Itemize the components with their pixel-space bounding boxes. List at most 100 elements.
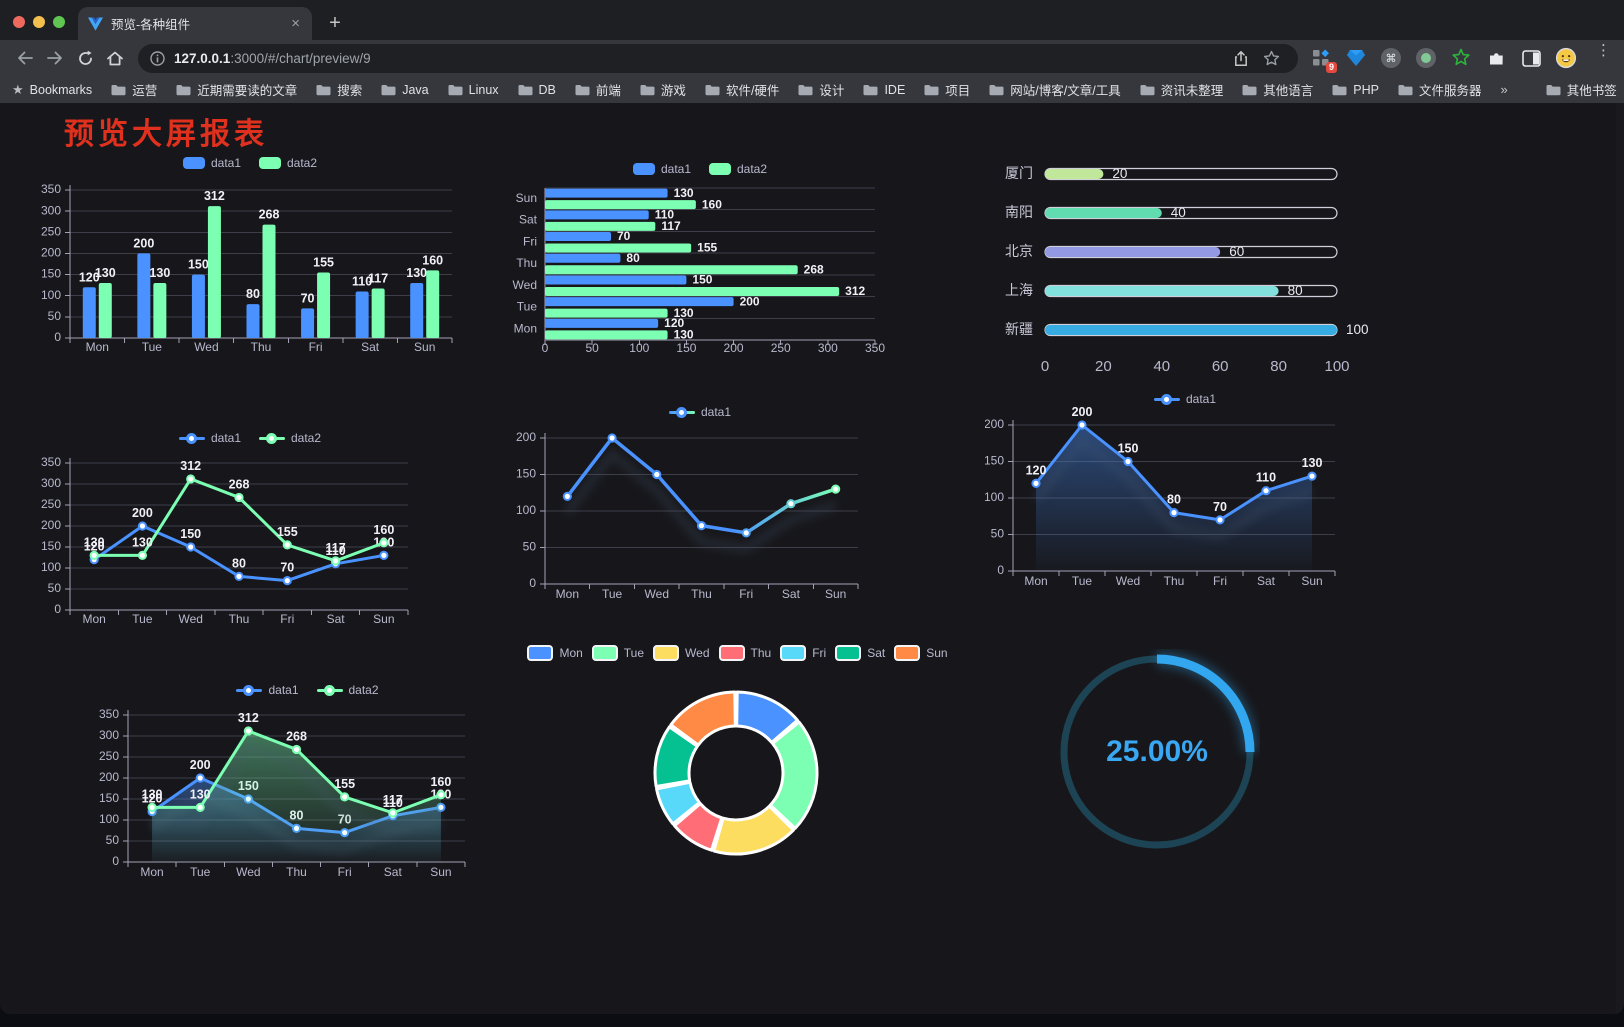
data-point[interactable] — [137, 550, 148, 560]
legend-item[interactable]: data1 — [632, 162, 691, 176]
data-point[interactable] — [186, 474, 196, 484]
bar[interactable] — [137, 253, 151, 338]
bookmark-folder[interactable]: 项目 — [924, 80, 970, 99]
gauge-progress[interactable] — [1059, 654, 1255, 850]
legend-item[interactable]: data2 — [259, 431, 321, 445]
legend-item[interactable]: data2 — [316, 683, 379, 697]
extension-recorder-icon[interactable] — [1415, 47, 1437, 69]
bar[interactable] — [410, 283, 424, 338]
bar[interactable] — [207, 206, 221, 338]
data-point[interactable] — [379, 550, 389, 560]
bar[interactable] — [98, 283, 112, 338]
data-point[interactable] — [137, 521, 148, 531]
legend-item[interactable]: Sat — [835, 645, 885, 661]
chart-single-area[interactable]: data1 0 50 100 150 200 Mon Tue Wed Thu Fri Sat Sun 12… — [985, 389, 1385, 597]
data-point[interactable] — [388, 808, 398, 818]
data-point[interactable] — [291, 744, 302, 755]
bar[interactable] — [545, 330, 668, 340]
bar[interactable] — [545, 297, 734, 307]
bookmarks-overflow-chevron[interactable]: » — [1500, 82, 1508, 97]
bar[interactable] — [545, 253, 621, 263]
data-point[interactable] — [195, 773, 205, 783]
data-point[interactable] — [195, 802, 205, 812]
bookmark-folder[interactable]: 设计 — [798, 80, 844, 99]
legend-item[interactable]: data1 — [1153, 392, 1216, 406]
bar[interactable] — [545, 232, 611, 242]
data-point[interactable] — [89, 550, 99, 560]
data-point[interactable] — [696, 521, 707, 531]
bar[interactable] — [317, 272, 331, 338]
legend-item[interactable]: data2 — [709, 162, 767, 176]
pie-slice[interactable] — [673, 802, 724, 852]
bookmark-folder[interactable]: 运营 — [111, 80, 157, 99]
bar[interactable] — [545, 221, 656, 231]
chart-gauge[interactable]: 25.00% — [1055, 649, 1260, 859]
window-close-button[interactable] — [13, 16, 25, 28]
bar[interactable] — [82, 287, 96, 338]
url-text[interactable]: 127.0.0.1:3000/#/chart/preview/9 — [174, 51, 371, 66]
bookmark-folder[interactable]: 文件服务器 — [1398, 80, 1481, 99]
site-info-icon[interactable] — [150, 50, 165, 66]
data-point[interactable] — [607, 433, 617, 443]
bookmark-folder[interactable]: Linux — [448, 83, 499, 97]
bar[interactable] — [545, 200, 696, 210]
data-point[interactable] — [147, 802, 157, 812]
data-point[interactable] — [243, 726, 253, 736]
data-point[interactable] — [831, 484, 841, 494]
bookmark-star-icon[interactable] — [1256, 43, 1286, 73]
legend-item[interactable]: Wed — [653, 645, 710, 661]
pie-slice[interactable] — [653, 725, 699, 789]
bookmark-folder[interactable]: 搜索 — [316, 80, 362, 99]
bookmark-folder[interactable]: 网站/博客/文章/工具 — [989, 80, 1121, 99]
pie-slice[interactable] — [712, 804, 795, 856]
pie-slice[interactable] — [768, 720, 819, 830]
home-button[interactable] — [100, 43, 130, 73]
bookmark-folder[interactable]: 近期需要读的文章 — [176, 80, 297, 99]
data-point[interactable] — [436, 790, 446, 800]
bookmarks-manager[interactable]: ★ Bookmarks — [12, 82, 92, 98]
pie-slice[interactable] — [735, 690, 799, 744]
legend-item[interactable]: data2 — [259, 156, 317, 170]
window-minimize-button[interactable] — [33, 16, 45, 28]
bookmark-folder[interactable]: 其他语言 — [1242, 80, 1313, 99]
extension-grid-icon[interactable]: 9 — [1310, 47, 1337, 73]
chart-donut-pie[interactable]: Mon Tue Wed Thu Fri Sat Sun — [527, 639, 948, 884]
data-point[interactable] — [562, 491, 572, 502]
bar[interactable] — [262, 224, 276, 338]
extension-star-icon[interactable] — [1450, 47, 1472, 69]
bookmark-folder[interactable]: PHP — [1332, 83, 1379, 97]
data-point[interactable] — [1077, 420, 1087, 430]
bar[interactable] — [355, 291, 369, 338]
bookmark-folder[interactable]: 游戏 — [640, 80, 686, 99]
data-point[interactable] — [282, 540, 292, 550]
data-point[interactable] — [1261, 486, 1271, 496]
profile-avatar[interactable] — [1555, 47, 1577, 69]
bookmark-folder[interactable]: 软件/硬件 — [705, 80, 779, 99]
forward-button[interactable] — [40, 43, 70, 73]
progress-fill[interactable] — [1045, 247, 1221, 257]
bar[interactable] — [545, 318, 659, 328]
data-point[interactable] — [186, 542, 196, 552]
progress-fill[interactable] — [1045, 208, 1162, 218]
extension-puzzle-icon[interactable] — [1485, 47, 1507, 69]
legend-item[interactable]: data1 — [182, 156, 241, 170]
data-point[interactable] — [741, 528, 751, 538]
data-point[interactable] — [1307, 471, 1317, 481]
legend-item[interactable]: data1 — [178, 431, 241, 445]
data-point[interactable] — [340, 792, 350, 802]
data-point[interactable] — [1123, 456, 1133, 467]
pie-slice[interactable] — [669, 690, 737, 747]
bar[interactable] — [545, 188, 668, 198]
bar[interactable] — [545, 265, 798, 275]
share-icon[interactable] — [1226, 43, 1256, 73]
scrollbar-track[interactable] — [1616, 103, 1624, 1014]
other-bookmarks-folder[interactable]: 其他书签 — [1546, 80, 1617, 99]
address-bar[interactable]: 127.0.0.1:3000/#/chart/preview/9 — [138, 43, 1298, 73]
data-point[interactable] — [234, 571, 244, 581]
reload-button[interactable] — [70, 43, 100, 73]
legend-item[interactable]: Fri — [780, 645, 826, 661]
tab-close-icon[interactable]: × — [291, 15, 300, 32]
extension-diamond-icon[interactable] — [1345, 47, 1367, 69]
legend-item[interactable]: data1 — [236, 683, 299, 697]
bar[interactable] — [153, 283, 167, 338]
